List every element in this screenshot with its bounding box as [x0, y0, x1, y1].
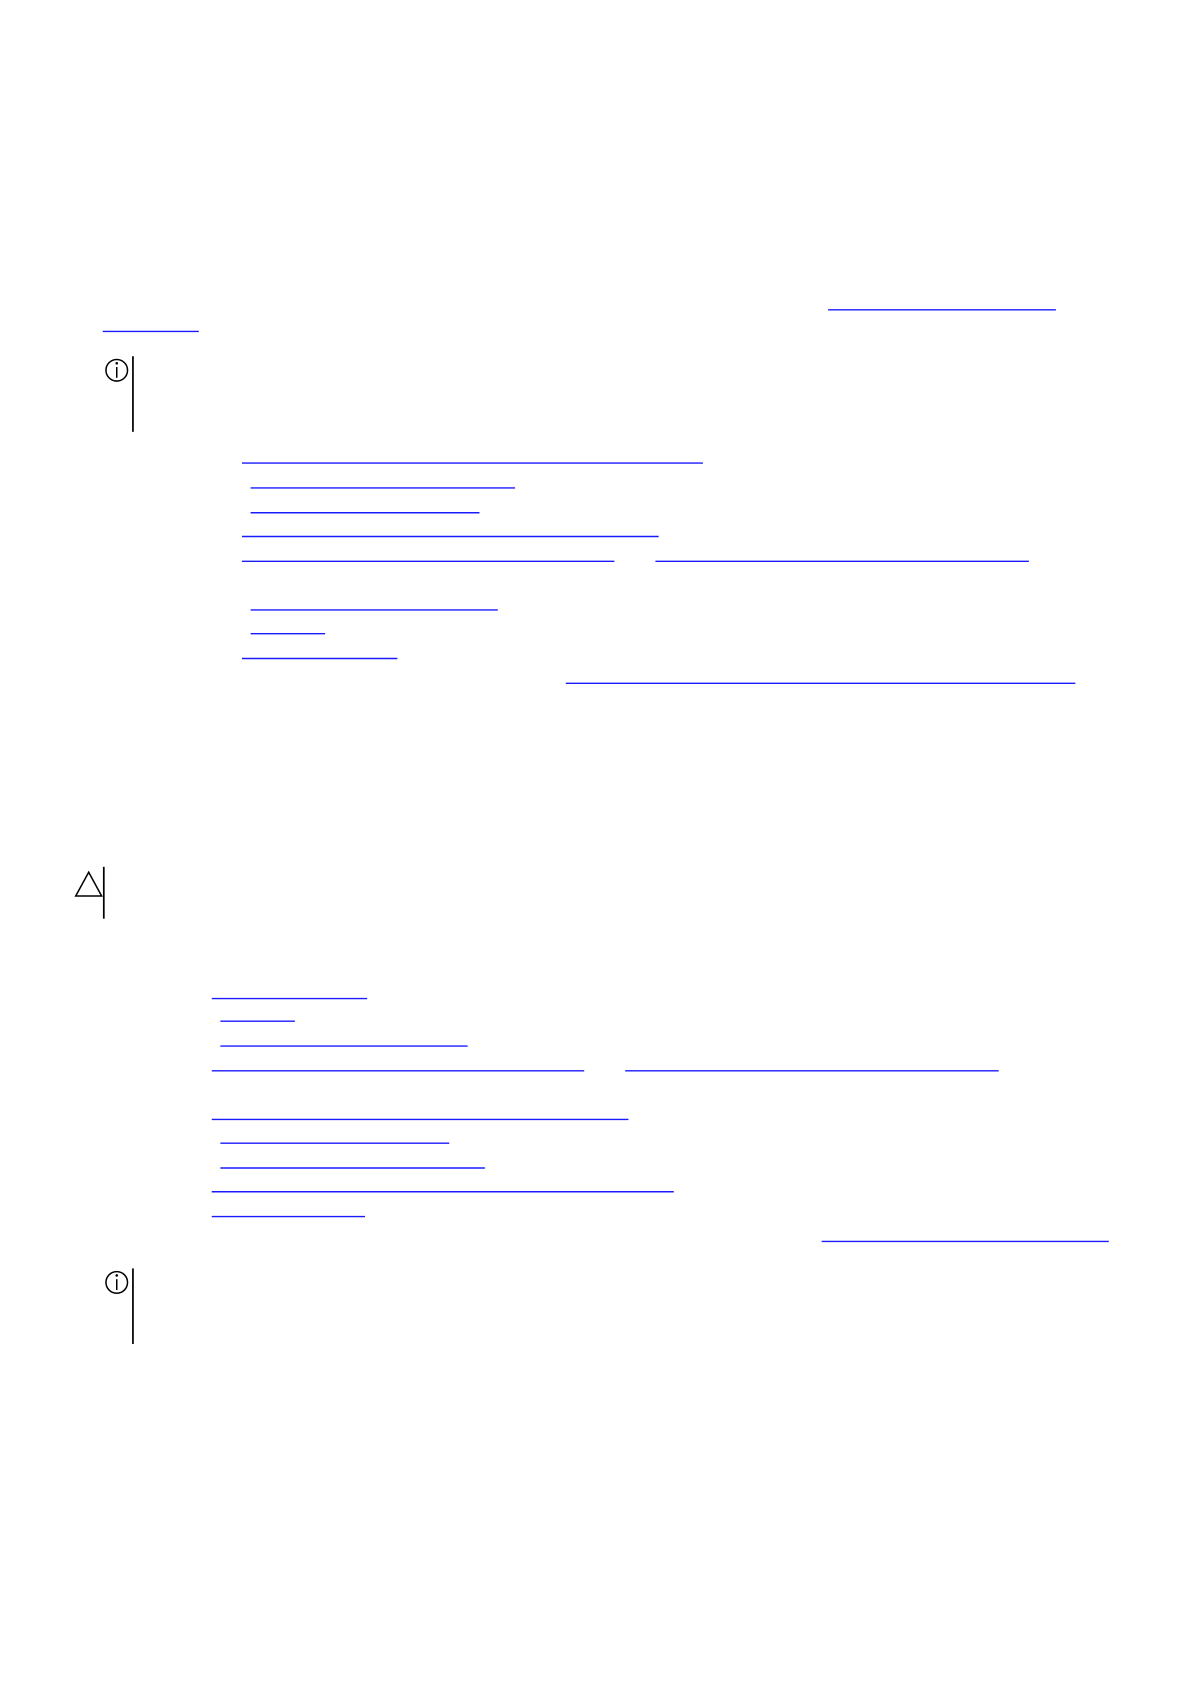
caution-icon	[74, 870, 103, 897]
note-icon	[105, 358, 129, 382]
note-icon	[105, 1270, 129, 1294]
